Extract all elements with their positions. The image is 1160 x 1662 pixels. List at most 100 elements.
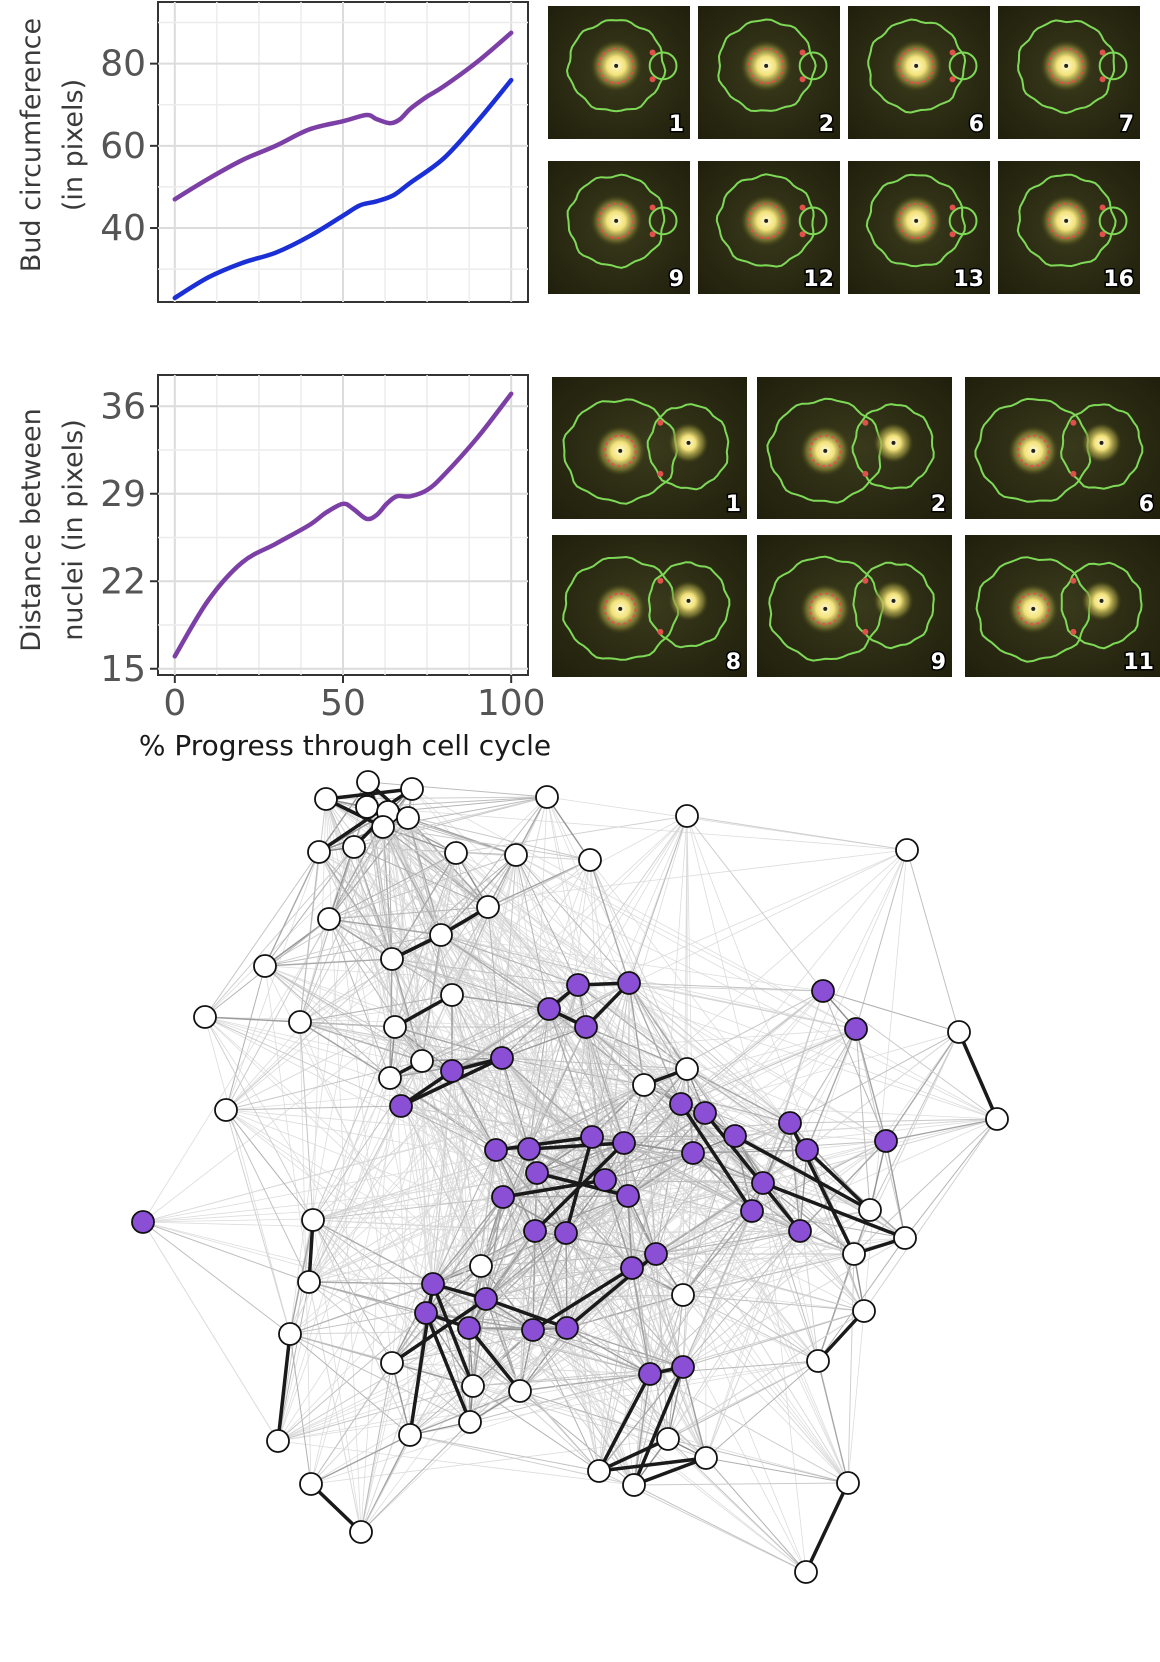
bud-outline: [948, 51, 978, 81]
network-edge-faint: [421, 815, 688, 1062]
chart1-grid: [158, 2, 528, 302]
network-node-white: [355, 795, 379, 819]
network-node-white: [380, 947, 404, 971]
network-edge-faint: [425, 859, 591, 1314]
cell-outline: [565, 19, 667, 113]
network-edge-faint: [277, 1440, 635, 1486]
network-edge-strong: [632, 1456, 708, 1487]
network-edge-faint: [649, 849, 908, 1375]
nucleus-outline: [1047, 47, 1085, 85]
network-node-purple: [490, 1046, 514, 1070]
network-edge: [264, 965, 391, 1079]
network-edge: [532, 1152, 694, 1331]
network-edge: [394, 1026, 453, 1072]
network-edge: [425, 1312, 521, 1392]
network-edge-faint: [628, 982, 998, 1120]
bud-neck-marker: [1099, 49, 1106, 56]
neck-marker: [657, 470, 664, 477]
network-edge: [308, 1281, 434, 1285]
network-edge: [485, 1196, 504, 1300]
daughter-cell-outline: [646, 403, 730, 491]
network-edge: [623, 1142, 753, 1212]
network-edge-faint: [264, 965, 579, 986]
network-edge: [628, 982, 857, 1030]
network-edge: [425, 1232, 567, 1314]
network-node-purple: [517, 1137, 541, 1161]
network-edge-strong: [431, 1282, 475, 1388]
nuclei-distance-chart: Distance between nuclei (in pixels) 15 22…: [16, 374, 551, 762]
network-edge: [904, 1118, 998, 1239]
network-edge: [906, 849, 960, 1033]
network-edge: [515, 854, 579, 986]
bud-neck-marker: [949, 49, 956, 56]
network-edge: [289, 1196, 504, 1335]
bud-neck-marker: [649, 204, 656, 211]
network-edge: [649, 1373, 849, 1484]
network-edge: [682, 1237, 906, 1368]
network-node-purple: [537, 997, 561, 1021]
nucleus-outline: [1047, 202, 1085, 240]
network-node-white: [278, 1322, 302, 1346]
network-edge-strong: [324, 787, 414, 801]
network-edge: [565, 1122, 791, 1234]
network-node-white: [458, 1410, 482, 1434]
network-node-white: [794, 1560, 818, 1584]
bud-neck-marker: [949, 204, 956, 211]
network-node-white: [985, 1107, 1009, 1131]
network-edge-faint: [142, 1026, 396, 1223]
network-edge: [705, 1230, 801, 1459]
network-edge-faint: [277, 958, 393, 1442]
network-edge: [604, 1179, 633, 1269]
network-edge: [394, 854, 517, 1028]
mother-cell-outline: [975, 556, 1092, 663]
micrograph-panel: 12: [698, 161, 840, 294]
network-node-purple: [644, 1242, 668, 1266]
network-edge: [409, 1434, 600, 1472]
network-edge: [264, 934, 442, 967]
network-node-white: [193, 1005, 217, 1029]
network-edge: [277, 1385, 474, 1442]
network-edge: [532, 1329, 684, 1368]
network-edge-faint: [628, 982, 887, 1142]
nucleus-center: [914, 218, 919, 223]
network-node-purple: [593, 1168, 617, 1192]
network-edge: [532, 1329, 651, 1375]
network-node-purple: [671, 1355, 695, 1379]
network-edge: [501, 1057, 688, 1070]
network-edge: [548, 1008, 625, 1144]
network-edge-faint: [591, 1028, 857, 1138]
network-edge: [391, 958, 550, 1010]
network-edge: [822, 990, 998, 1120]
network-edge: [585, 1026, 629, 1197]
mother-nucleus-outline: [603, 592, 637, 626]
network-edge: [289, 1333, 411, 1436]
network-edge: [532, 1230, 536, 1331]
network-node-purple: [638, 1362, 662, 1386]
network-edge: [312, 1219, 471, 1423]
network-edge: [686, 1068, 791, 1124]
network-edge: [822, 990, 960, 1033]
network-edge: [421, 1060, 482, 1267]
bud-neck-marker: [799, 204, 806, 211]
neck-marker: [657, 419, 664, 426]
chart2-ticks: 15 22 29 36 0 50 100: [100, 386, 545, 724]
network-edge-faint: [421, 849, 908, 1062]
network-edge: [705, 1457, 849, 1484]
network-edge: [515, 854, 550, 1010]
nucleus-outline: [597, 202, 635, 240]
network-node-white: [694, 1446, 718, 1470]
network-edge: [204, 846, 355, 1018]
network-edge: [631, 1267, 651, 1375]
network-node-white: [378, 1066, 402, 1090]
nucleus-center: [891, 440, 896, 445]
frame-number-label: 9: [669, 267, 684, 292]
network-edge: [628, 815, 688, 984]
network-edge-faint: [705, 1149, 808, 1459]
cell-outline: [717, 18, 817, 113]
micrograph-panel: 11: [965, 535, 1160, 677]
network-node-white: [266, 1429, 290, 1453]
network-edge: [566, 1195, 629, 1329]
network-edge-strong: [390, 1297, 488, 1365]
chart2-y-tick-label: 29: [100, 474, 146, 515]
